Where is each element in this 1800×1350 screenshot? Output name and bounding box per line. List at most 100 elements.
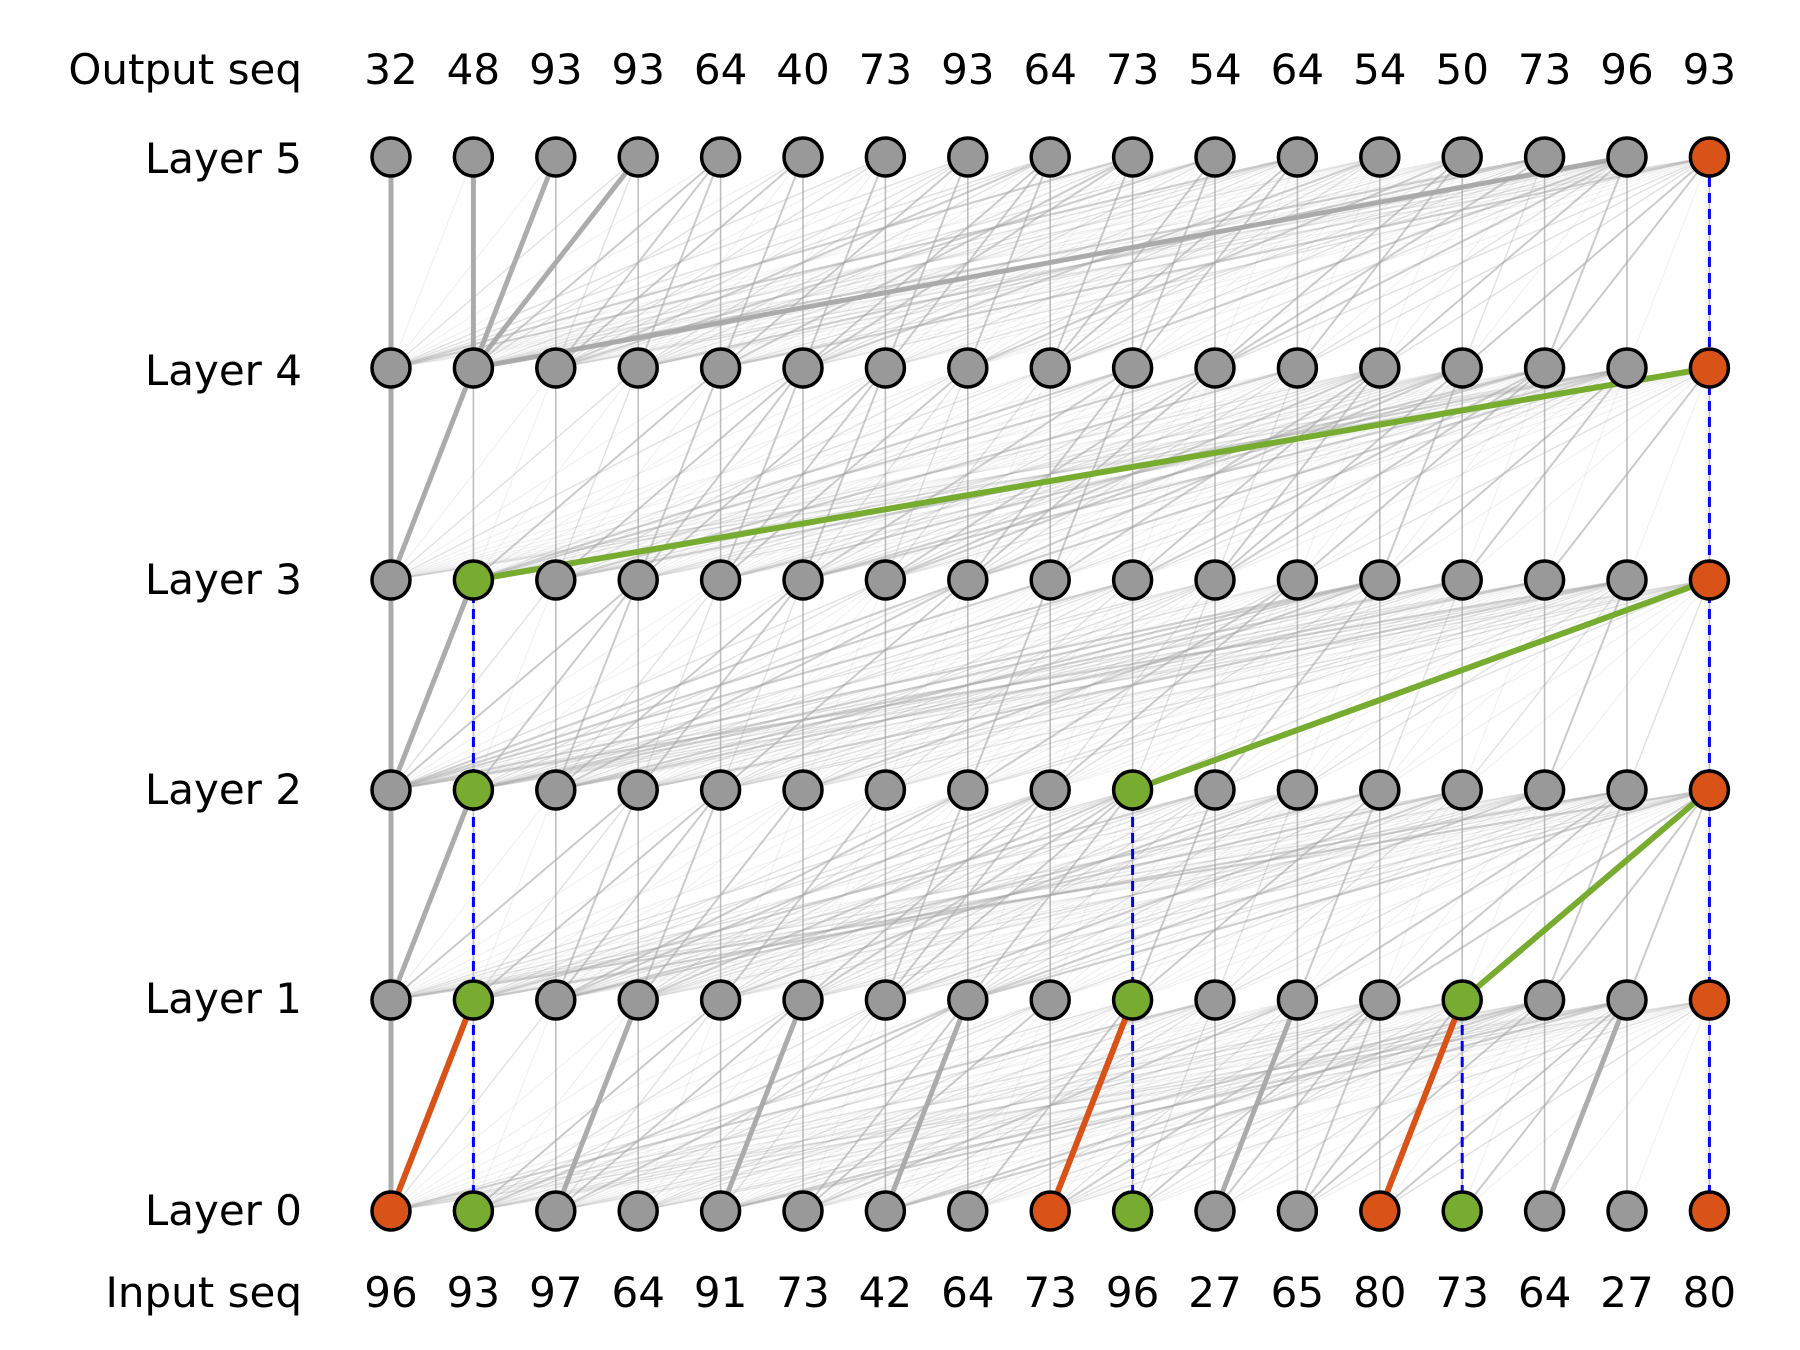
attention-edge bbox=[555, 789, 1710, 1001]
attention-edge bbox=[390, 579, 1298, 791]
attention-edge bbox=[1132, 579, 1628, 791]
attention-edge bbox=[473, 789, 1133, 1001]
attention-edge bbox=[1626, 367, 1710, 581]
attention-edge bbox=[555, 788, 1381, 1002]
attention-edge bbox=[555, 156, 886, 369]
attention-edge-strong bbox=[388, 789, 476, 1001]
attention-edges-strong bbox=[388, 154, 1630, 1212]
node-orange bbox=[1688, 559, 1731, 601]
attention-edge bbox=[1132, 789, 1628, 1001]
output-seq-value: 96 bbox=[1600, 45, 1653, 94]
attention-edge bbox=[802, 789, 1463, 1001]
attention-edge bbox=[638, 999, 1380, 1212]
node-default bbox=[782, 769, 824, 811]
attention-edge bbox=[390, 789, 1051, 1001]
node-green bbox=[1441, 1190, 1483, 1232]
node-orange bbox=[1688, 347, 1731, 389]
attention-edge bbox=[720, 367, 1051, 581]
output-seq-value: 54 bbox=[1353, 45, 1406, 94]
attention-edge bbox=[1131, 367, 1381, 581]
node-orange bbox=[370, 1190, 412, 1232]
attention-edge bbox=[390, 579, 639, 791]
attention-edge bbox=[390, 367, 968, 581]
output-seq-value: 40 bbox=[776, 45, 829, 94]
attention-edge bbox=[1379, 999, 1628, 1212]
attention-edge bbox=[967, 156, 1381, 369]
attention-edge bbox=[472, 789, 722, 1001]
node-default bbox=[1029, 979, 1071, 1021]
input-seq-value: 91 bbox=[694, 1268, 747, 1317]
attention-edge bbox=[720, 579, 1710, 791]
node-green bbox=[452, 559, 495, 601]
node-default bbox=[699, 1190, 742, 1232]
attention-edges-gray bbox=[390, 155, 1711, 1213]
attention-edge bbox=[390, 789, 557, 1001]
attention-edge bbox=[473, 367, 639, 581]
node-default bbox=[370, 559, 412, 601]
attention-edge bbox=[1297, 579, 1710, 791]
attention-edge bbox=[1049, 367, 1628, 581]
attention-edge bbox=[1379, 156, 1628, 369]
attention-edge bbox=[555, 999, 804, 1212]
attention-edge bbox=[473, 789, 969, 1001]
attention-edge bbox=[473, 579, 804, 791]
node-green bbox=[452, 979, 495, 1021]
node-default bbox=[1606, 347, 1648, 389]
node-default bbox=[535, 559, 577, 601]
attention-edge bbox=[637, 156, 1298, 369]
attention-edge bbox=[1544, 579, 1710, 791]
node-default bbox=[864, 136, 907, 178]
attention-edge bbox=[390, 999, 1380, 1212]
attention-edge bbox=[885, 789, 1380, 1001]
attention-edge bbox=[637, 578, 1628, 792]
node-default bbox=[1194, 979, 1236, 1021]
attention-edge bbox=[967, 789, 1216, 1001]
attention-edge bbox=[555, 789, 722, 1001]
attention-edge bbox=[390, 156, 804, 369]
output-seq-label: Output seq bbox=[68, 45, 302, 94]
node-orange bbox=[1688, 136, 1731, 178]
attention-edge-orange bbox=[1047, 997, 1136, 1214]
node-default bbox=[617, 979, 659, 1021]
input-seq-value: 42 bbox=[859, 1268, 912, 1317]
attention-edge bbox=[885, 999, 1051, 1212]
attention-edge bbox=[1379, 579, 1710, 791]
node-default bbox=[535, 769, 577, 811]
attention-edge bbox=[473, 156, 1298, 369]
node-default bbox=[1441, 769, 1483, 811]
attention-edge bbox=[802, 156, 1710, 369]
output-seq-value: 32 bbox=[364, 45, 417, 94]
attention-edge bbox=[1049, 579, 1463, 791]
attention-edge bbox=[1214, 156, 1546, 369]
attention-edge bbox=[473, 999, 1216, 1212]
node-default bbox=[782, 347, 824, 389]
node-default bbox=[1606, 136, 1648, 178]
attention-edge bbox=[1132, 789, 1463, 1001]
node-default bbox=[1029, 136, 1071, 178]
attention-edge bbox=[720, 366, 1545, 582]
attention-edge bbox=[390, 156, 474, 369]
attention-edge bbox=[967, 788, 1710, 1002]
attention-edge bbox=[802, 999, 886, 1212]
attention-edge bbox=[1050, 789, 1710, 1001]
node-default bbox=[1276, 1190, 1319, 1232]
attention-edge bbox=[720, 789, 1133, 1001]
attention-edge bbox=[1297, 367, 1710, 581]
attention-edge bbox=[885, 156, 1381, 369]
node-default bbox=[1523, 347, 1566, 389]
attention-edge bbox=[555, 999, 1545, 1212]
attention-edge bbox=[1050, 579, 1628, 791]
attention-edge bbox=[555, 999, 1216, 1212]
attention-edge bbox=[473, 367, 886, 581]
node-orange bbox=[1688, 979, 1731, 1021]
attention-edge bbox=[390, 155, 1133, 370]
attention-edge bbox=[720, 789, 1545, 1001]
attention-edge bbox=[967, 999, 1051, 1212]
input-seq-value: 73 bbox=[776, 1268, 829, 1317]
node-default bbox=[1523, 769, 1566, 811]
node-default bbox=[1359, 559, 1401, 601]
attention-edge bbox=[1132, 367, 1710, 581]
output-seq-value: 64 bbox=[1023, 45, 1076, 94]
attention-edge bbox=[390, 367, 1051, 581]
attention-edge bbox=[967, 999, 1628, 1212]
